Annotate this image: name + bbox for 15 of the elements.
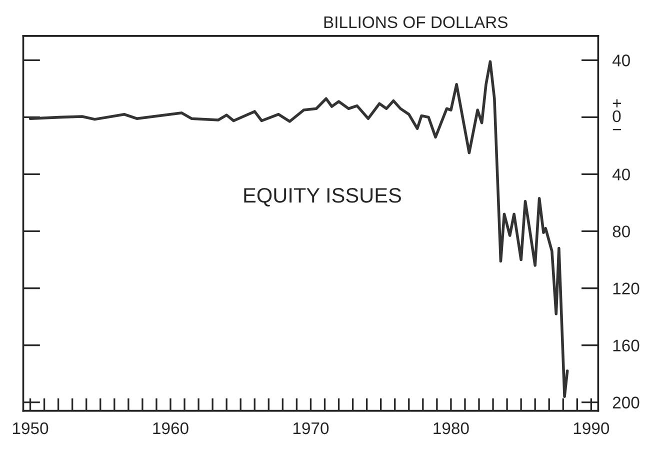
y-tick-label: 120 — [613, 282, 640, 294]
x-tick-label: 1950 — [13, 422, 48, 434]
line-series — [28, 60, 569, 398]
x-tick-label: 1970 — [293, 422, 329, 434]
x-tick-label: 1990 — [574, 422, 610, 434]
text: EQUITY ISSUES — [244, 188, 401, 206]
y-axis-title: BILLIONS OF DOLLARS — [324, 16, 508, 28]
y-tick-label: + 0 − — [612, 99, 622, 130]
x-tick-label: 1980 — [434, 422, 469, 434]
y-tick-label: 80 — [612, 226, 630, 238]
x-tick-label: 1960 — [153, 422, 188, 434]
y-tick-label: 40 — [612, 168, 630, 180]
y-tick-label: 160 — [613, 340, 640, 352]
y-tick-label: 40 — [612, 54, 630, 66]
y-tick-label: 200 — [612, 396, 640, 408]
